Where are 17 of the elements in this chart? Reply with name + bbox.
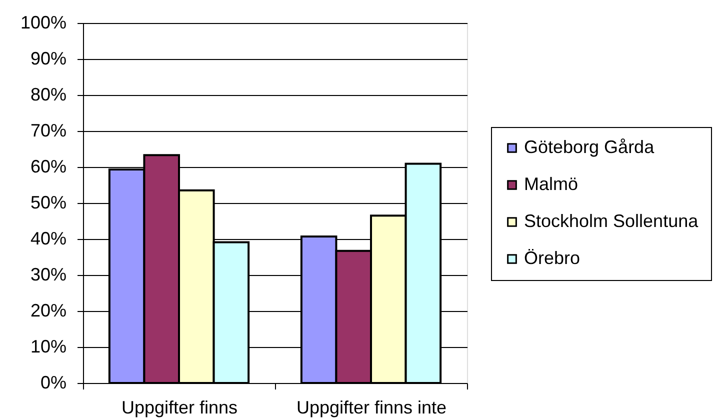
legend-label: Örebro bbox=[524, 248, 580, 268]
y-tick-label: 80% bbox=[30, 84, 66, 104]
y-tick-label: 30% bbox=[30, 264, 66, 284]
x-tick-label: Uppgifter finns inte bbox=[296, 398, 447, 418]
y-tick-label: 90% bbox=[30, 48, 66, 68]
y-tick-label: 0% bbox=[40, 372, 66, 392]
legend-label: Malmö bbox=[524, 174, 578, 194]
legend-label: Stockholm Sollentuna bbox=[524, 211, 700, 231]
y-tick-label: 20% bbox=[30, 300, 66, 320]
legend-label: Göteborg Gårda bbox=[524, 137, 656, 157]
y-tick-label: 10% bbox=[30, 336, 66, 356]
y-tick-label: 50% bbox=[30, 192, 66, 212]
y-tick-label: 40% bbox=[30, 228, 66, 248]
y-tick-label: 100% bbox=[20, 12, 66, 32]
y-tick-label: 70% bbox=[30, 120, 66, 140]
x-tick-label: Uppgifter finns bbox=[121, 398, 238, 418]
y-tick-label: 60% bbox=[30, 156, 66, 176]
